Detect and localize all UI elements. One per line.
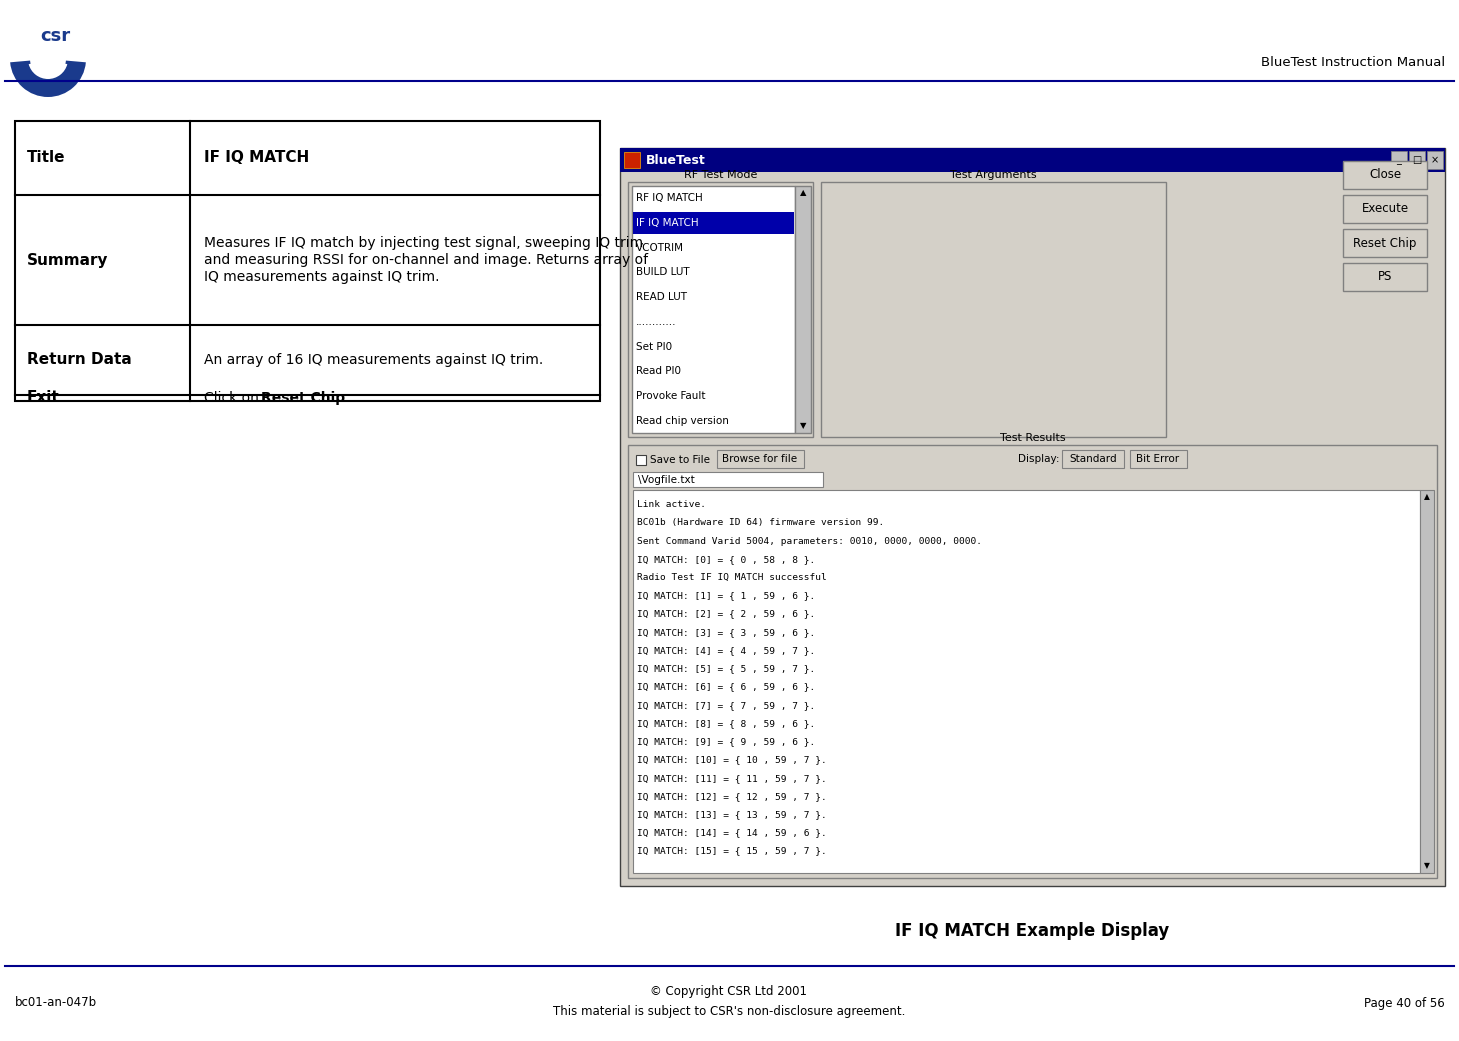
Text: IQ MATCH: [7] = { 7 , 59 , 7 }.: IQ MATCH: [7] = { 7 , 59 , 7 }.: [638, 701, 816, 710]
Text: Close: Close: [1369, 169, 1401, 181]
Text: Execute: Execute: [1361, 203, 1408, 215]
Text: Bit Error: Bit Error: [1137, 454, 1179, 464]
Text: ▲: ▲: [800, 188, 807, 198]
Text: ............: ............: [636, 316, 677, 327]
Bar: [1427, 151, 1443, 169]
Bar: [633, 211, 794, 234]
Text: ×: ×: [1431, 155, 1439, 166]
FancyBboxPatch shape: [716, 450, 804, 468]
Bar: [632, 186, 795, 433]
Text: Reset Chip: Reset Chip: [1354, 236, 1417, 250]
Text: ▼: ▼: [800, 422, 807, 431]
Text: IQ MATCH: [10] = { 10 , 59 , 7 }.: IQ MATCH: [10] = { 10 , 59 , 7 }.: [638, 756, 827, 764]
Text: READ LUT: READ LUT: [636, 293, 687, 302]
Text: VCOTRIM: VCOTRIM: [636, 243, 684, 253]
Text: IF IQ MATCH: IF IQ MATCH: [636, 218, 699, 228]
Text: Radio Test IF IQ MATCH successful: Radio Test IF IQ MATCH successful: [638, 573, 827, 582]
Text: Return Data: Return Data: [28, 353, 131, 367]
Text: Sent Command Varid 5004, parameters: 0010, 0000, 0000, 0000.: Sent Command Varid 5004, parameters: 001…: [638, 536, 982, 545]
Text: Click on: Click on: [204, 391, 263, 405]
FancyBboxPatch shape: [627, 445, 1437, 878]
Text: IQ MATCH: [1] = { 1 , 59 , 6 }.: IQ MATCH: [1] = { 1 , 59 , 6 }.: [638, 591, 816, 601]
Text: IQ MATCH: [15] = { 15 , 59 , 7 }.: IQ MATCH: [15] = { 15 , 59 , 7 }.: [638, 846, 827, 856]
Text: IQ MATCH: [14] = { 14 , 59 , 6 }.: IQ MATCH: [14] = { 14 , 59 , 6 }.: [638, 829, 827, 837]
Wedge shape: [10, 60, 86, 97]
Text: IQ MATCH: [12] = { 12 , 59 , 7 }.: IQ MATCH: [12] = { 12 , 59 , 7 }.: [638, 792, 827, 801]
Text: Measures IF IQ match by injecting test signal, sweeping IQ trim: Measures IF IQ match by injecting test s…: [204, 236, 643, 250]
Text: IQ MATCH: [8] = { 8 , 59 , 6 }.: IQ MATCH: [8] = { 8 , 59 , 6 }.: [638, 719, 816, 728]
Text: Set PI0: Set PI0: [636, 341, 673, 352]
Text: IF IQ MATCH: IF IQ MATCH: [204, 151, 309, 166]
Text: Test Arguments: Test Arguments: [950, 170, 1037, 180]
Text: IQ MATCH: [0] = { 0 , 58 , 8 }.: IQ MATCH: [0] = { 0 , 58 , 8 }.: [638, 555, 816, 564]
Text: IQ MATCH: [2] = { 2 , 59 , 6 }.: IQ MATCH: [2] = { 2 , 59 , 6 }.: [638, 610, 816, 618]
FancyBboxPatch shape: [1062, 450, 1123, 468]
Text: IQ MATCH: [5] = { 5 , 59 , 7 }.: IQ MATCH: [5] = { 5 , 59 , 7 }.: [638, 664, 816, 674]
Text: ▲: ▲: [1424, 492, 1430, 502]
Text: BlueTest: BlueTest: [646, 153, 706, 167]
Bar: [1409, 151, 1425, 169]
Bar: [620, 148, 1444, 172]
Text: bc01-an-047b: bc01-an-047b: [15, 996, 98, 1010]
Bar: [15, 121, 600, 401]
Bar: [1420, 490, 1434, 873]
Text: IQ MATCH: [11] = { 11 , 59 , 7 }.: IQ MATCH: [11] = { 11 , 59 , 7 }.: [638, 773, 827, 783]
Bar: [624, 152, 641, 168]
Text: ▼: ▼: [1424, 862, 1430, 870]
Text: .: .: [328, 391, 333, 405]
Text: Test Results: Test Results: [999, 433, 1065, 443]
Text: Page 40 of 56: Page 40 of 56: [1364, 996, 1444, 1010]
Text: IQ MATCH: [9] = { 9 , 59 , 6 }.: IQ MATCH: [9] = { 9 , 59 , 6 }.: [638, 737, 816, 746]
FancyBboxPatch shape: [1342, 229, 1427, 257]
Text: Save to File: Save to File: [651, 455, 711, 465]
Text: IQ MATCH: [13] = { 13 , 59 , 7 }.: IQ MATCH: [13] = { 13 , 59 , 7 }.: [638, 810, 827, 819]
Text: Title: Title: [28, 151, 66, 166]
Text: IQ measurements against IQ trim.: IQ measurements against IQ trim.: [204, 270, 439, 284]
Bar: [636, 455, 646, 465]
Text: \Vogfile.txt: \Vogfile.txt: [638, 475, 694, 485]
Text: An array of 16 IQ measurements against IQ trim.: An array of 16 IQ measurements against I…: [204, 353, 543, 367]
Text: Summary: Summary: [28, 253, 108, 268]
FancyBboxPatch shape: [627, 182, 813, 437]
Text: and measuring RSSI for on-channel and image. Returns array of: and measuring RSSI for on-channel and im…: [204, 253, 648, 266]
Bar: [633, 490, 1420, 873]
Text: © Copyright CSR Ltd 2001: © Copyright CSR Ltd 2001: [651, 985, 807, 997]
Text: PS: PS: [1377, 271, 1392, 283]
FancyBboxPatch shape: [821, 182, 1166, 437]
Text: □: □: [1412, 155, 1421, 166]
Text: RF Test Mode: RF Test Mode: [684, 170, 757, 180]
Text: Exit: Exit: [28, 390, 60, 406]
Wedge shape: [29, 61, 67, 79]
FancyBboxPatch shape: [1342, 161, 1427, 189]
Text: IQ MATCH: [3] = { 3 , 59 , 6 }.: IQ MATCH: [3] = { 3 , 59 , 6 }.: [638, 628, 816, 637]
Text: RF IQ MATCH: RF IQ MATCH: [636, 194, 703, 203]
Text: BlueTest Instruction Manual: BlueTest Instruction Manual: [1261, 56, 1444, 70]
Bar: [633, 472, 823, 487]
Text: Display:: Display:: [1018, 454, 1059, 464]
Text: BC01b (Hardware ID 64) firmware version 99.: BC01b (Hardware ID 64) firmware version …: [638, 518, 884, 528]
FancyBboxPatch shape: [1342, 195, 1427, 223]
Text: Standard: Standard: [1069, 454, 1116, 464]
Text: _: _: [1396, 155, 1402, 166]
FancyBboxPatch shape: [1342, 263, 1427, 291]
Text: IQ MATCH: [6] = { 6 , 59 , 6 }.: IQ MATCH: [6] = { 6 , 59 , 6 }.: [638, 683, 816, 691]
Text: Browse for file: Browse for file: [722, 454, 798, 464]
FancyBboxPatch shape: [1131, 450, 1188, 468]
Text: BUILD LUT: BUILD LUT: [636, 268, 690, 278]
Text: IF IQ MATCH Example Display: IF IQ MATCH Example Display: [896, 922, 1170, 940]
Text: IQ MATCH: [4] = { 4 , 59 , 7 }.: IQ MATCH: [4] = { 4 , 59 , 7 }.: [638, 646, 816, 655]
Bar: [795, 186, 811, 433]
Bar: [620, 148, 1444, 886]
Text: Link active.: Link active.: [638, 500, 706, 509]
Text: Read chip version: Read chip version: [636, 415, 730, 426]
Text: This material is subject to CSR's non-disclosure agreement.: This material is subject to CSR's non-di…: [553, 1005, 905, 1017]
Text: csr: csr: [39, 27, 70, 45]
Bar: [1390, 151, 1406, 169]
Text: Provoke Fault: Provoke Fault: [636, 391, 706, 401]
Text: Read PI0: Read PI0: [636, 366, 681, 376]
Text: Reset Chip: Reset Chip: [261, 391, 346, 405]
